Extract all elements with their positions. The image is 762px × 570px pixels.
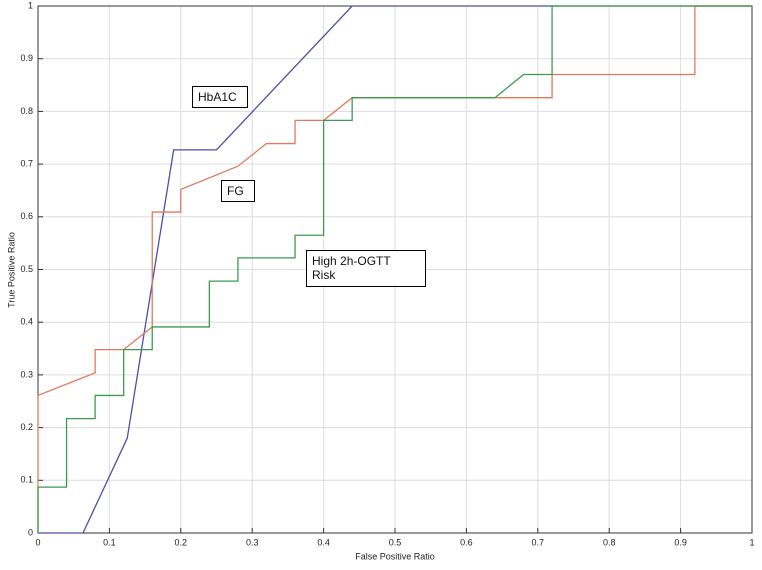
series-label: High 2h-OGTT Risk <box>306 250 426 287</box>
x-axis-title: False Positive Ratio <box>355 551 435 561</box>
x-tick-label: 0.7 <box>532 537 545 547</box>
y-axis-title: True Positive Ratio <box>6 232 16 308</box>
roc-line <box>37 5 752 533</box>
series-label: HbA1C <box>192 86 248 108</box>
y-tick-label: 1 <box>28 0 33 10</box>
x-tick-label: 0.9 <box>674 537 687 547</box>
y-tick-label: 0.3 <box>20 369 33 379</box>
y-tick-label: 0.9 <box>20 53 33 63</box>
x-tick-label: 0.1 <box>103 537 116 547</box>
series-label: FG <box>221 180 255 202</box>
roc-line <box>38 5 752 534</box>
y-tick-label: 0.4 <box>20 317 33 327</box>
x-tick-label: 0.2 <box>175 537 188 547</box>
y-tick-label: 0.2 <box>20 422 33 432</box>
roc-line <box>37 5 752 533</box>
y-tick-label: 0.6 <box>20 211 33 221</box>
x-tick-label: 0 <box>35 537 40 547</box>
x-tick-label: 0.8 <box>603 537 616 547</box>
y-tick-label: 0.7 <box>20 158 33 168</box>
y-tick-label: 0.1 <box>20 475 33 485</box>
y-tick-label: 0.8 <box>20 106 33 116</box>
x-tick-label: 0.5 <box>389 537 402 547</box>
x-tick-label: 0.6 <box>460 537 473 547</box>
x-tick-label: 0.3 <box>246 537 259 547</box>
x-tick-label: 1 <box>749 537 754 547</box>
y-tick-label: 0 <box>28 527 33 537</box>
y-tick-label: 0.5 <box>20 264 33 274</box>
x-tick-label: 0.4 <box>317 537 330 547</box>
